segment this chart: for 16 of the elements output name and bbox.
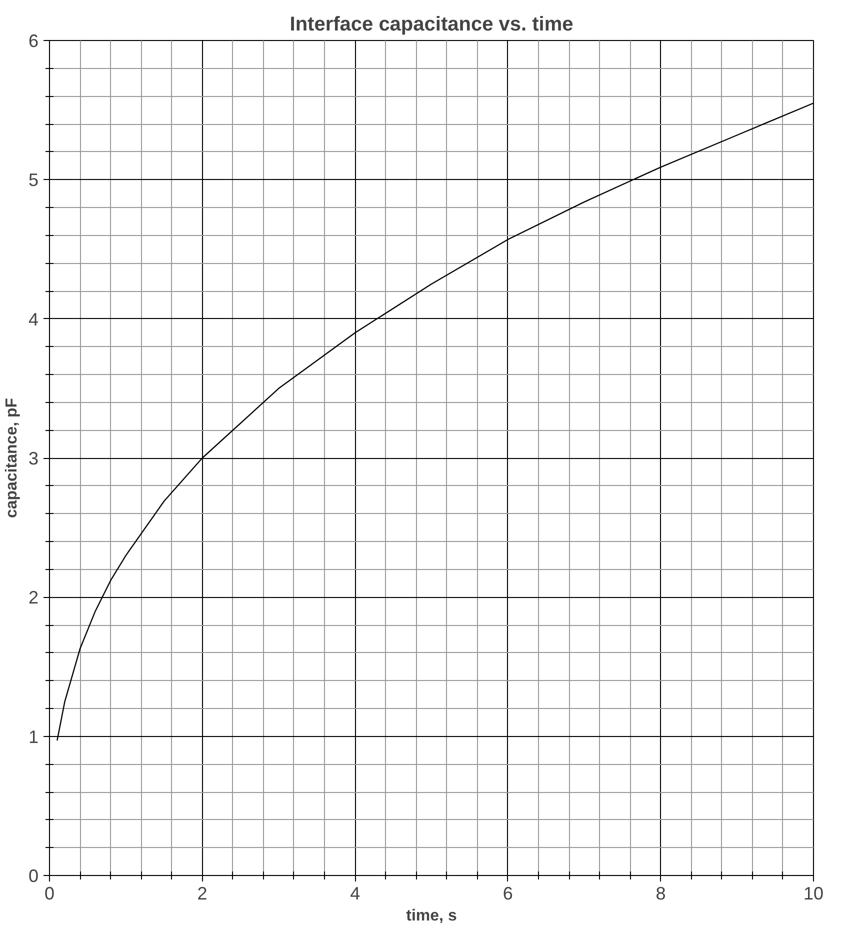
x-tick-label: 4 [350, 884, 360, 904]
y-tick-label: 2 [28, 588, 39, 608]
y-tick-label: 1 [28, 726, 39, 747]
y-tick-label: 5 [28, 170, 39, 190]
x-axis-title: time, s [406, 908, 457, 924]
y-tick-label: 6 [28, 31, 39, 51]
x-tick-label: 2 [197, 884, 208, 904]
y-tick-label: 4 [28, 309, 39, 330]
y-tick-label: 3 [28, 448, 39, 468]
y-axis-title: capacitance, pF [3, 398, 20, 518]
x-tick-label: 8 [656, 884, 666, 904]
chart-title: Interface capacitance vs. time [290, 14, 574, 36]
x-tick-label: 6 [502, 884, 513, 904]
y-tick-label: 0 [28, 866, 39, 886]
x-tick-label: 10 [803, 884, 824, 904]
x-tick-label: 0 [44, 884, 55, 904]
